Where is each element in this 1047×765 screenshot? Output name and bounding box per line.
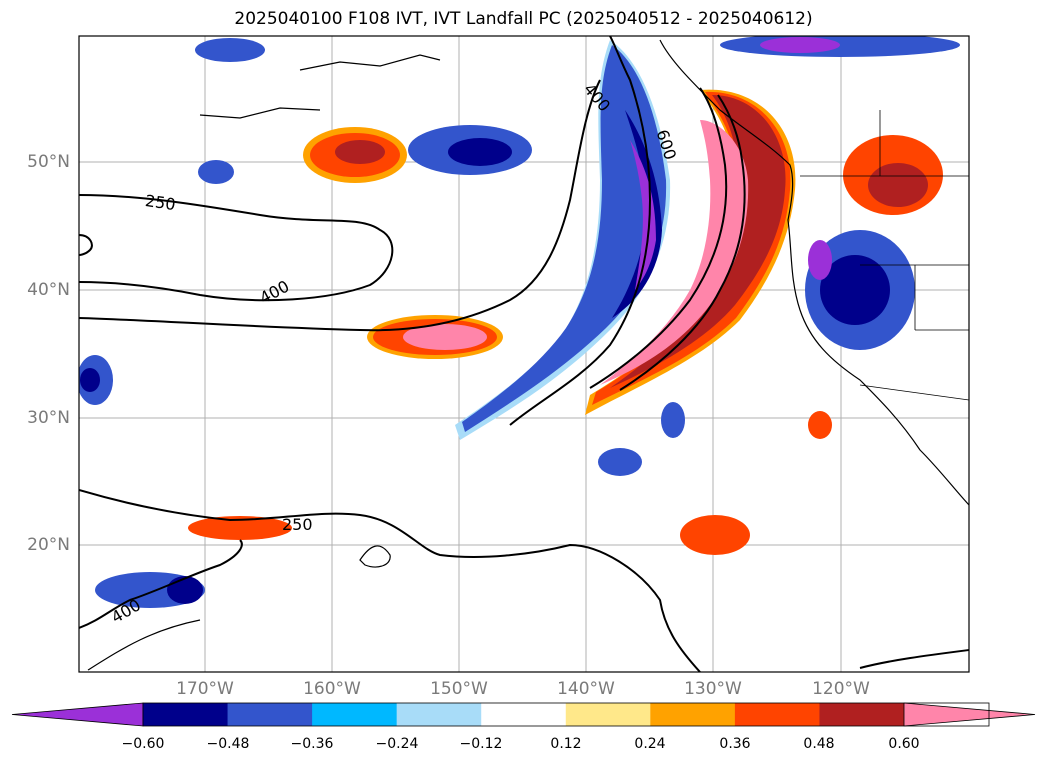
colorbar-tick: 0.12 xyxy=(550,736,582,752)
lon-label: 150°W xyxy=(430,679,488,699)
colorbar-tick: −0.60 xyxy=(121,736,165,752)
lat-label: 30°N xyxy=(27,408,70,428)
negative-anomaly-band xyxy=(455,40,671,440)
borders xyxy=(800,110,969,401)
contour-label: 400 xyxy=(256,277,292,308)
lat-label: 20°N xyxy=(27,535,70,555)
colorbar-tick: 0.48 xyxy=(803,736,835,752)
lon-label: 120°W xyxy=(812,679,870,699)
scattered-anomaly-blobs xyxy=(79,36,960,608)
colorbar-tick: −0.12 xyxy=(459,736,503,752)
lon-label: 130°W xyxy=(684,679,742,699)
colorbar-tick: 0.60 xyxy=(888,736,920,752)
ivt-contours xyxy=(79,36,969,672)
lon-label: 160°W xyxy=(303,679,361,699)
lon-label: 170°W xyxy=(176,679,234,699)
colorbar-tick: 0.24 xyxy=(634,736,666,752)
map-frame xyxy=(78,35,970,673)
colorbar-tick: 0.36 xyxy=(719,736,751,752)
colorbar-tick: −0.24 xyxy=(375,736,419,752)
gridlines xyxy=(79,36,969,672)
lon-label: 140°W xyxy=(557,679,615,699)
lat-label: 40°N xyxy=(27,280,70,300)
contour-label: 250 xyxy=(144,191,177,214)
contour-label: 250 xyxy=(282,515,313,534)
map-title: 2025040100 F108 IVT, IVT Landfall PC (20… xyxy=(234,9,813,29)
colorbar-tick: −0.36 xyxy=(290,736,334,752)
colorbar-tick: −0.48 xyxy=(206,736,250,752)
coastlines xyxy=(87,39,969,671)
lat-label: 50°N xyxy=(27,152,70,172)
